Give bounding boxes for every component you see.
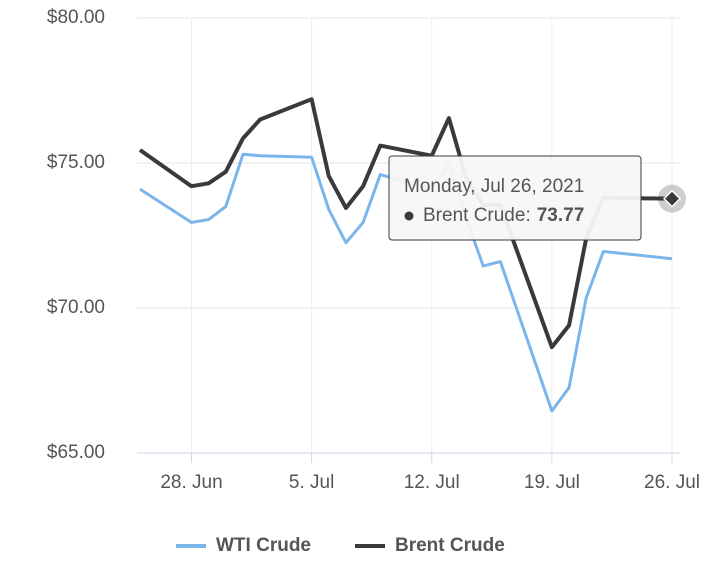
tooltip-title: Monday, Jul 26, 2021 xyxy=(404,176,584,197)
x-tick-label: 26. Jul xyxy=(644,472,700,493)
y-tick-label: $70.00 xyxy=(47,297,105,318)
hover-marker xyxy=(662,189,682,208)
tooltip-series: Brent Crude: xyxy=(423,205,531,226)
y-tick-label: $75.00 xyxy=(47,152,105,173)
tooltip-label: Brent Crude: 73.77 xyxy=(423,205,584,226)
x-tick-label: 12. Jul xyxy=(404,472,460,493)
tooltip-value: 73.77 xyxy=(537,205,585,226)
y-tick-label: $80.00 xyxy=(47,7,105,28)
tooltip: Monday, Jul 26, 2021 Brent Crude: 73.77 xyxy=(388,155,642,241)
series-line xyxy=(138,97,673,350)
tooltip-box xyxy=(388,155,642,241)
y-tick-label: $65.00 xyxy=(47,442,105,463)
tooltip-dot xyxy=(404,211,414,221)
x-tick-label: 5. Jul xyxy=(289,472,334,493)
legend-label[interactable]: WTI Crude xyxy=(216,535,311,556)
x-tick-label: 19. Jul xyxy=(524,472,580,493)
legend-label[interactable]: Brent Crude xyxy=(395,535,505,556)
x-tick-label: 28. Jun xyxy=(160,472,222,493)
series-line xyxy=(139,152,673,413)
